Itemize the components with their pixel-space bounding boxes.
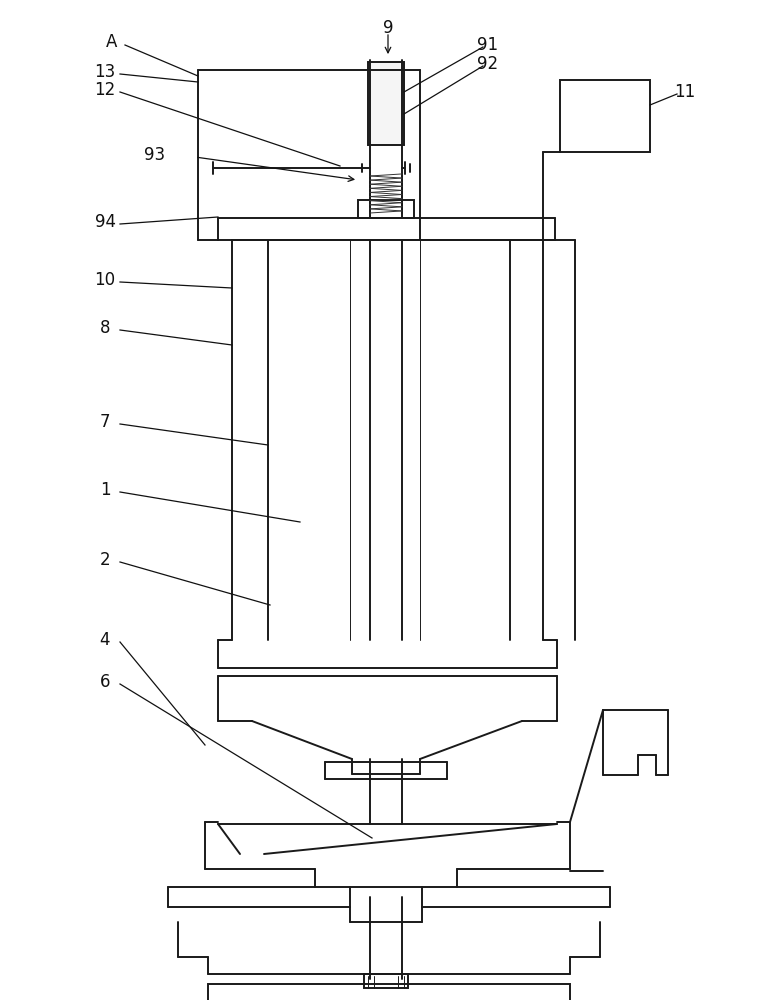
Text: 91: 91 [478,36,498,54]
Text: 13: 13 [95,63,116,81]
Text: A: A [106,33,118,51]
Text: 7: 7 [100,413,110,431]
Text: 1: 1 [100,481,111,499]
Text: 93: 93 [144,146,166,164]
Bar [368,62,404,145]
Text: 94: 94 [95,213,115,231]
Bar [358,200,414,218]
Bar [364,974,408,988]
Text: 8: 8 [100,319,110,337]
Text: 10: 10 [95,271,115,289]
Bar [208,984,570,1000]
Bar [560,80,650,152]
Text: 9: 9 [383,19,393,37]
Text: 6: 6 [100,673,110,691]
Text: 12: 12 [95,81,116,99]
Text: 2: 2 [100,551,111,569]
Text: 11: 11 [674,83,696,101]
Text: 4: 4 [100,631,110,649]
Text: 92: 92 [478,55,498,73]
